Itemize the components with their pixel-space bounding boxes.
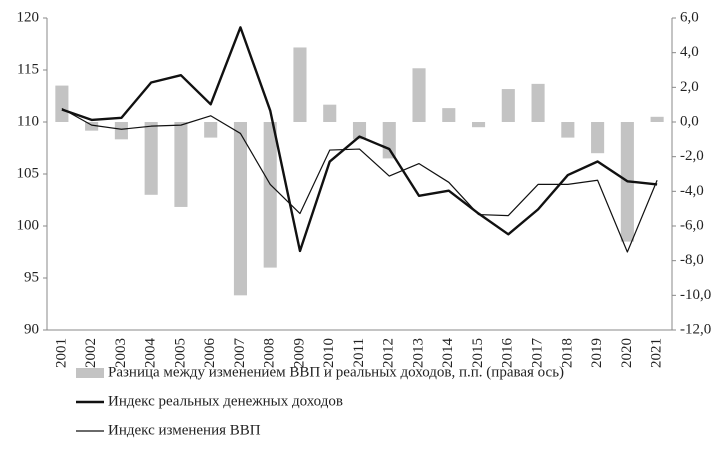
- x-tick-label: 2013: [410, 338, 426, 368]
- x-tick-label: 2014: [440, 338, 456, 369]
- x-tick-label: 2018: [559, 338, 575, 368]
- x-tick-label: 2009: [291, 338, 307, 368]
- bar: [323, 104, 337, 122]
- bar: [561, 122, 575, 138]
- line: [61, 107, 658, 253]
- y-tick-label: 120: [17, 9, 40, 25]
- y-tick-label: 100: [17, 217, 40, 233]
- bar: [352, 122, 367, 140]
- line: [61, 26, 658, 253]
- bar: [233, 122, 247, 296]
- y2-tick-label: 2,0: [680, 79, 699, 95]
- x-tick-label: 2017: [530, 338, 546, 369]
- bar: [144, 122, 158, 195]
- x-tick-label: 2015: [470, 338, 486, 368]
- x-tick-label: 2021: [649, 338, 665, 368]
- x-tick-label: 2003: [113, 338, 129, 368]
- bar: [293, 47, 307, 122]
- x-tick-label: 2006: [202, 338, 218, 369]
- legend-label: Индекс реальных денежных доходов: [108, 393, 343, 409]
- y2-tick-label: -12,0: [680, 321, 711, 337]
- y-tick-label: 105: [17, 165, 40, 181]
- bar: [501, 89, 515, 122]
- x-tick-label: 2004: [143, 338, 159, 369]
- y-tick-label: 90: [24, 321, 39, 337]
- y2-tick-label: 4,0: [680, 44, 699, 60]
- x-tick-label: 2012: [381, 338, 397, 368]
- y2-tick-label: -6,0: [680, 217, 704, 233]
- y-tick-label: 110: [17, 113, 39, 129]
- x-tick-label: 2011: [351, 338, 367, 367]
- bar: [531, 83, 545, 122]
- y2-tick-label: 0,0: [680, 113, 699, 129]
- bar: [85, 122, 99, 131]
- y2-tick-label: -4,0: [680, 183, 704, 199]
- x-tick-label: 2005: [172, 338, 188, 368]
- bar: [382, 122, 396, 159]
- x-tick-label: 2010: [321, 338, 337, 368]
- y2-tick-label: 6,0: [680, 9, 699, 25]
- x-tick-label: 2008: [262, 338, 278, 368]
- bar: [263, 122, 277, 268]
- y-tick-label: 95: [24, 269, 39, 285]
- y2-tick-label: -8,0: [680, 252, 704, 268]
- x-tick-label: 2020: [619, 338, 635, 368]
- legend-label: Индекс изменения ВВП: [108, 422, 261, 438]
- y2-tick-label: -10,0: [680, 287, 711, 303]
- x-tick-label: 2016: [500, 338, 516, 369]
- bar: [472, 122, 486, 128]
- x-tick-label: 2001: [53, 338, 69, 368]
- bar: [55, 85, 69, 122]
- bar: [650, 116, 664, 122]
- x-tick-label: 2019: [589, 338, 605, 368]
- x-tick-label: 2007: [232, 338, 248, 369]
- legend-label: Разница между изменением ВВП и реальных …: [108, 364, 564, 380]
- y-tick-label: 115: [17, 61, 39, 77]
- bar: [591, 122, 605, 154]
- bar: [114, 122, 128, 140]
- x-tick-label: 2002: [83, 338, 99, 368]
- bar: [412, 68, 426, 122]
- legend-swatch: [76, 368, 104, 378]
- bar: [442, 108, 456, 122]
- y2-tick-label: -2,0: [680, 148, 704, 164]
- bar: [204, 122, 218, 138]
- bar: [174, 122, 188, 207]
